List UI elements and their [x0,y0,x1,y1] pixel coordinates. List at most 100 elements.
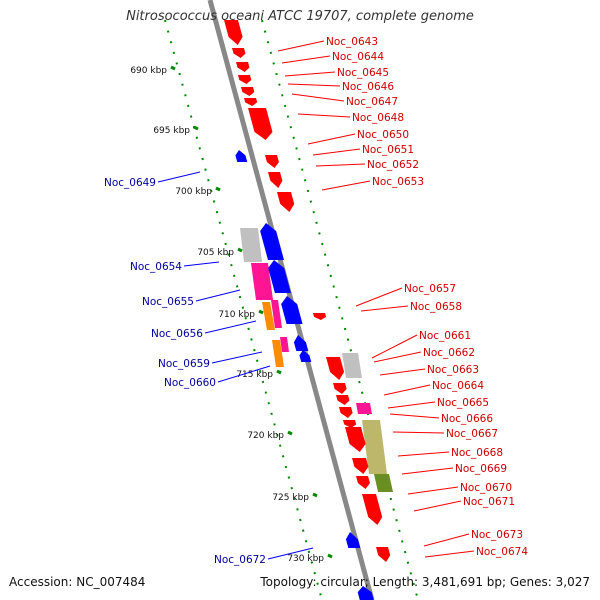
forward-label-leader [371,334,418,359]
reverse-label-leader [195,289,241,302]
forward-gene-arrow [352,458,369,474]
reverse-label-leader [183,261,220,267]
reverse-gene-label: Noc_0655 [142,296,194,308]
reverse-label-leader [157,171,201,183]
forward-gene-arrow [326,357,345,380]
reverse-gene-label: Noc_0654 [130,261,182,273]
forward-gene-label: Noc_0670 [460,482,512,494]
kbp-ticks: 690 kbp 695 kbp 700 kbp 705 kbp 710 kbp 715 k… [130,65,333,564]
forward-gene-label: Noc_0652 [367,159,419,171]
forward-gene-arrow [238,75,252,84]
forward-gene-label: Noc_0665 [437,397,489,409]
forward-gene-label: Noc_0662 [423,347,475,359]
forward-gene-arrow [236,62,250,72]
reverse-gene-label: Noc_0649 [104,177,156,189]
forward-track-guide [261,19,419,600]
reverse-gene-label: Noc_0672 [214,554,266,566]
reverse-gene-arrow [299,350,312,362]
forward-gene-label: Noc_0650 [357,129,409,141]
kbp-label: 720 kbp [247,431,284,441]
kbp-label: 710 kbp [218,310,255,320]
gray-feature [342,353,362,378]
orange-feature [262,302,275,330]
forward-gene-arrow [362,494,383,525]
genome-summary: Topology: circular; Length: 3,481,691 bp… [260,575,590,589]
forward-gene-label: Noc_0644 [332,51,384,63]
reverse-gene-arrow [260,223,284,260]
reverse-track-guide [164,19,323,600]
forward-label-leader [277,40,325,52]
feature-blocks [240,228,393,492]
reverse-gene-label: Noc_0660 [164,377,216,389]
label-leaders [157,40,475,560]
forward-gene-label: Noc_0647 [346,96,398,108]
forward-label-leader [281,55,331,64]
forward-label-leader [312,148,361,156]
kbp-label: 705 kbp [197,248,234,258]
forward-label-leader [413,500,462,512]
kbp-tick-mark [312,492,318,498]
forward-gene-label: Noc_0674 [476,546,528,558]
forward-gene-arrow [376,547,391,562]
forward-gene-arrow [244,98,258,106]
kbp-tick-mark [327,553,333,559]
forward-gene-arrow [336,395,350,405]
kbp-label: 690 kbp [130,66,167,76]
gray-feature [240,228,262,262]
accession-text: Accession: NC_007484 [9,575,146,589]
forward-gene-arrow [339,407,353,418]
forward-label-leader [284,71,336,77]
forward-label-leader [424,550,475,558]
forward-label-leader [423,533,470,547]
kbp-tick-mark [215,186,221,192]
magenta-feature [356,403,372,414]
kbp-label: 730 kbp [287,554,324,564]
forward-gene-label: Noc_0651 [362,144,414,156]
forward-label-leader [297,113,351,118]
kbp-tick-mark [287,430,293,436]
forward-gene-arrow [265,155,279,168]
forward-gene-label: Noc_0671 [463,496,515,508]
forward-label-leader [379,368,426,376]
forward-label-leader [291,93,345,102]
kbp-tick-mark [237,247,243,253]
forward-gene-label: Noc_0668 [451,447,503,459]
orange-feature [272,340,284,367]
reverse-label-leader [211,351,263,364]
forward-label-leader [407,486,459,495]
reverse-gene-arrow [268,260,291,293]
reverse-gene-arrow [281,296,303,324]
forward-gene-label: Noc_0661 [419,330,471,342]
forward-gene-label: Noc_0645 [337,67,389,79]
forward-label-leader [387,401,436,409]
forward-gene-label: Noc_0643 [326,36,378,48]
genome-title: Nitrosococcus oceani ATCC 19707, complet… [126,9,474,24]
forward-label-leader [355,287,403,307]
olive-feature [362,420,387,474]
reverse-gene-arrow [293,335,309,351]
forward-gene-arrow [268,172,283,188]
gene-labels: Noc_0643 Noc_0644 Noc_0645 Noc_0646 Noc_0647… [104,36,528,566]
forward-gene-arrow [241,87,255,96]
forward-label-leader [383,384,431,396]
kbp-label: 695 kbp [153,126,190,136]
forward-gene-label: Noc_0653 [372,176,424,188]
forward-gene-arrow [343,420,357,428]
forward-label-leader [321,180,371,191]
forward-gene-label: Noc_0648 [352,112,404,124]
reverse-label-leader [204,320,257,334]
green-feature [374,474,393,492]
forward-label-leader [315,163,366,167]
forward-gene-label: Noc_0646 [342,81,394,93]
forward-label-leader [401,467,454,475]
magenta-feature [251,263,273,300]
reverse-gene-arrow [345,532,361,548]
gene-arrows [224,20,391,600]
forward-gene-arrow [224,20,243,45]
forward-gene-label: Noc_0667 [446,428,498,440]
forward-gene-label: Noc_0666 [441,413,493,425]
forward-label-leader [397,451,450,457]
forward-gene-arrow [232,48,246,58]
kbp-tick-mark [276,369,282,375]
